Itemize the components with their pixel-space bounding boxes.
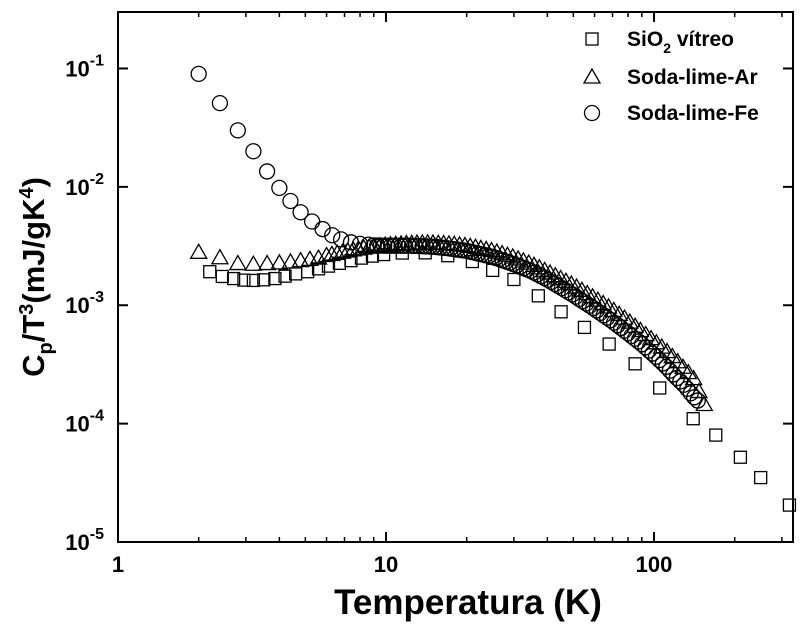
circle-point (365, 237, 382, 254)
circle-point (360, 236, 377, 253)
triangle-point (228, 254, 247, 271)
square-point (215, 269, 229, 284)
plot-frame (117, 11, 794, 543)
x-tick-label: 10 (374, 552, 398, 577)
triangle-point (210, 248, 230, 265)
triangle-point (189, 242, 208, 259)
triangle-point (317, 246, 336, 263)
x-axis-title: Temperatura (K) (334, 583, 602, 622)
legend-triangle-symbol (582, 67, 602, 84)
triangle-point (270, 253, 289, 270)
triangle-point (695, 395, 714, 412)
square-point (226, 271, 241, 286)
legend-circle-symbol (583, 104, 601, 122)
circle-point (393, 237, 410, 254)
circle-point (386, 237, 403, 254)
circle-point (379, 237, 396, 254)
square-point (709, 428, 723, 442)
y-title-part-5: 4 (16, 187, 38, 199)
circle-point (689, 392, 706, 409)
triangle-point (354, 238, 373, 255)
legend-label: SiO2 vítreo (627, 28, 734, 56)
y-tick-label: 10-1 (65, 52, 104, 81)
triangle-point (328, 244, 347, 260)
square-point (754, 470, 768, 485)
x-tick-label: 1 (112, 552, 124, 577)
axis-ticks: 1 10 100 10-5 10-4 10-3 10-2 10-1 (65, 12, 793, 577)
y-tick-label: 10-4 (65, 408, 104, 437)
square-point (268, 271, 282, 286)
triangle-point (257, 254, 277, 271)
square-point (278, 269, 292, 283)
circle-point (400, 237, 417, 254)
triangle-point (281, 252, 300, 269)
circle-point (303, 213, 321, 230)
y-tick-label: 10-2 (65, 171, 104, 200)
y-title-part-1: p (35, 342, 57, 354)
circle-point (686, 389, 703, 406)
y-title-part-3: 3 (16, 304, 38, 315)
square-point (507, 272, 521, 287)
square-point (203, 265, 217, 279)
triangle-point (344, 240, 363, 257)
legend-label: Soda-lime-Fe (627, 102, 759, 125)
square-point (531, 289, 545, 303)
circle-point (258, 163, 276, 180)
triangle-point (309, 248, 328, 265)
circle-point (211, 94, 229, 112)
series-square (203, 246, 797, 512)
square-point (300, 265, 315, 279)
circle-point (245, 143, 262, 160)
square-point (686, 412, 700, 426)
circle-point (389, 237, 407, 254)
circle-point (372, 237, 389, 254)
circle-point (342, 234, 360, 251)
square-point (311, 262, 326, 276)
data-points (189, 65, 797, 512)
circle-point (351, 235, 369, 253)
triangle-point (291, 251, 310, 268)
triangle-point (244, 254, 263, 271)
square-point (554, 305, 568, 319)
circle-point (282, 192, 299, 210)
circle-point (403, 237, 421, 254)
y-title-part-6: ) (16, 177, 51, 187)
square-point (782, 498, 797, 512)
legend: SiO2 vítreo Soda-lime-Ar Soda-lime-Fe (582, 28, 759, 125)
legend-square-symbol (585, 32, 599, 46)
circle-point (190, 65, 207, 83)
circle-point (376, 237, 393, 254)
circle-point (383, 237, 400, 254)
square-point (577, 320, 592, 335)
triangle-point (333, 242, 352, 259)
y-title-part-0: C (16, 355, 51, 377)
circle-point (292, 204, 309, 221)
circle-point (229, 122, 246, 139)
y-title-part-4: (mJ/gK (16, 198, 51, 304)
y-tick-label: 10-3 (65, 289, 104, 318)
circle-point (332, 231, 350, 248)
circle-point (396, 237, 414, 254)
square-point (237, 273, 251, 287)
y-tick-label: 10-5 (65, 526, 104, 555)
triangle-point (322, 245, 341, 262)
circle-point (271, 179, 288, 197)
square-point (653, 381, 667, 395)
x-tick-label: 100 (636, 552, 673, 577)
square-point (628, 357, 642, 371)
circle-point (369, 237, 386, 254)
circle-point (324, 227, 341, 244)
legend-label: Soda-lime-Ar (627, 66, 758, 89)
y-title-part-2: /T (16, 315, 51, 343)
square-point (257, 273, 271, 287)
square-point (602, 337, 616, 351)
y-axis-title: Cp/T3(mJ/gK4) (16, 177, 57, 377)
series-circle (190, 65, 706, 409)
square-point (733, 450, 748, 464)
circle-point (314, 220, 331, 238)
square-point (246, 273, 261, 288)
